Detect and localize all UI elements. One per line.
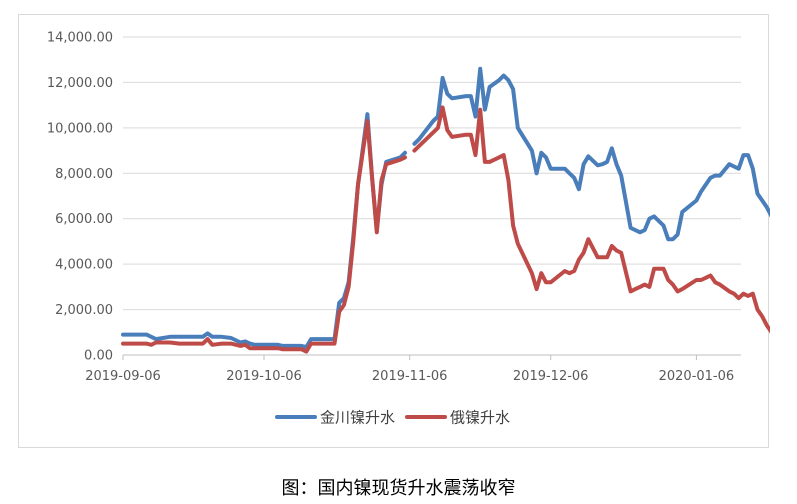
legend: 金川镍升水 俄镍升水 (275, 409, 510, 427)
axis-layer: 0.00 2,000.00 4,000.00 6,000.00 8,000.00 10,0… (47, 31, 741, 384)
chart-svg: 0.00 2,000.00 4,000.00 6,000.00 8,000.00 10,0… (47, 31, 770, 427)
chart-frame: 0.00 2,000.00 4,000.00 6,000.00 8,000.00 10,0… (18, 14, 770, 448)
legend-label: 俄镍升水 (450, 409, 510, 427)
x-tick-label: 2019-09-06 (85, 369, 161, 384)
x-tick-label: 2019-11-06 (372, 369, 448, 384)
grid-layer (123, 36, 741, 311)
x-tick-label: 2020-01-06 (659, 369, 735, 384)
y-tick-label: 0.00 (84, 349, 113, 364)
figure-caption: 图：国内镍现货升水震荡收窄 (281, 478, 516, 499)
y-tick-label: 12,000.00 (47, 76, 113, 91)
y-tick-label: 4,000.00 (55, 258, 113, 273)
y-tick-label: 8,000.00 (55, 167, 113, 182)
y-tick-label: 10,000.00 (47, 121, 113, 136)
series-layer (121, 66, 770, 354)
legend-label: 金川镍升水 (320, 409, 395, 427)
y-tick-label: 2,000.00 (55, 303, 113, 318)
y-tick-label: 14,000.00 (47, 31, 113, 46)
y-tick-label: 6,000.00 (55, 212, 113, 227)
x-tick-label: 2019-12-06 (513, 369, 589, 384)
jinchuan-premium-line (121, 66, 770, 350)
russian-premium-line (121, 105, 770, 354)
x-tick-label: 2019-10-06 (226, 369, 302, 384)
